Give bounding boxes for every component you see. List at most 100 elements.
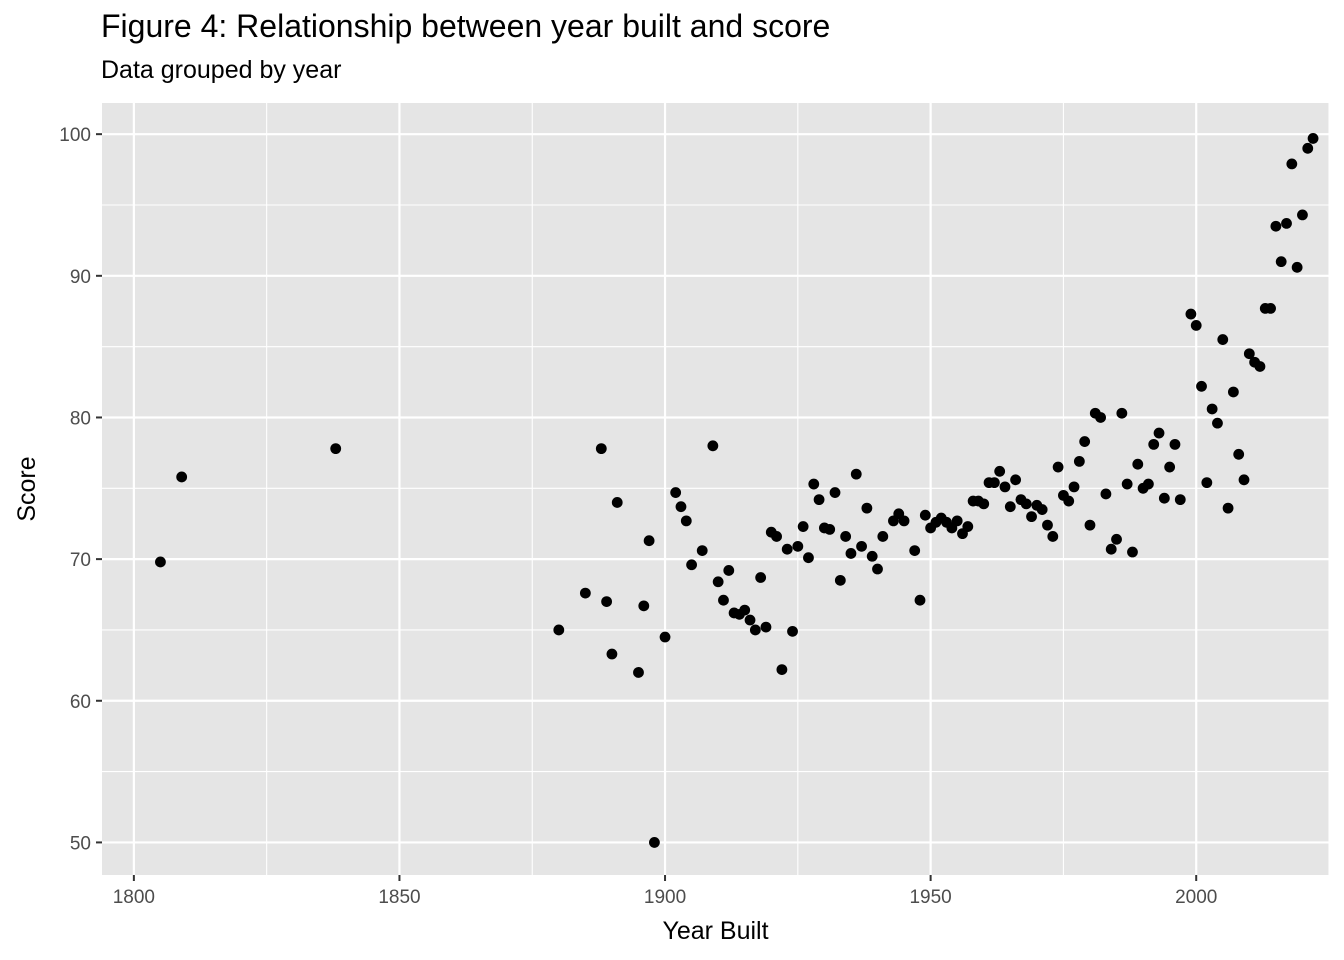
data-point	[840, 531, 852, 542]
data-point	[553, 624, 565, 636]
data-point	[638, 600, 650, 612]
data-point	[155, 556, 166, 568]
data-point	[739, 604, 751, 616]
data-point	[1286, 158, 1298, 170]
y-axis-tick-labels: 50 60 70 80 90 100	[59, 125, 91, 854]
data-point	[1084, 519, 1096, 531]
data-point	[1238, 474, 1250, 486]
data-point	[1217, 334, 1229, 345]
data-point	[1190, 319, 1202, 331]
data-point	[1169, 438, 1181, 450]
data-point	[1010, 474, 1022, 486]
x-tick-label: 1900	[644, 887, 686, 908]
data-point	[994, 465, 1006, 477]
minor-gridlines	[102, 103, 1330, 875]
data-point	[755, 572, 767, 583]
data-point	[749, 624, 761, 636]
data-point	[670, 487, 682, 498]
data-point	[1222, 502, 1234, 514]
data-point	[1227, 386, 1239, 398]
data-point	[611, 497, 623, 508]
data-point	[1073, 455, 1085, 467]
data-point	[919, 509, 931, 521]
data-point	[1116, 407, 1128, 419]
data-point	[1100, 488, 1112, 500]
data-point	[792, 540, 804, 552]
data-point	[723, 565, 735, 576]
y-tick-label: 80	[70, 408, 91, 429]
data-point	[808, 478, 820, 490]
data-point	[1281, 218, 1292, 229]
data-point	[579, 587, 591, 599]
data-point	[1297, 209, 1308, 221]
data-point	[1143, 478, 1154, 490]
data-point	[1212, 417, 1223, 429]
data-point	[1148, 438, 1160, 450]
data-point	[988, 477, 1000, 489]
data-point	[1111, 533, 1122, 545]
data-point	[850, 468, 862, 480]
data-point	[834, 574, 846, 586]
data-point	[1127, 546, 1138, 558]
data-point	[1158, 492, 1170, 504]
data-point	[1047, 531, 1059, 542]
data-point	[1275, 256, 1287, 268]
x-tick-label: 2000	[1175, 887, 1217, 908]
data-point	[744, 614, 756, 626]
data-point	[797, 521, 809, 532]
data-point	[824, 523, 836, 535]
x-tick-label: 1950	[909, 887, 951, 908]
chart-subtitle: Data grouped by year	[101, 56, 342, 84]
chart-title: Figure 4: Relationship between year buil…	[101, 8, 831, 44]
data-point	[978, 498, 990, 510]
data-point	[633, 667, 644, 678]
data-point	[1206, 403, 1218, 415]
data-point	[771, 531, 782, 542]
data-point	[781, 543, 793, 555]
data-point	[1121, 478, 1133, 490]
data-point	[1270, 220, 1282, 232]
data-point	[1042, 519, 1053, 531]
data-point	[909, 545, 921, 557]
x-tick-label: 1850	[378, 887, 420, 908]
data-point	[1201, 477, 1213, 489]
y-axis-title: Score	[13, 456, 41, 521]
data-point	[1164, 461, 1176, 473]
data-point	[1254, 361, 1266, 372]
y-tick-label: 90	[70, 267, 91, 288]
data-point	[999, 481, 1011, 493]
data-point	[898, 515, 910, 527]
data-point	[1132, 458, 1144, 470]
data-point	[760, 621, 772, 633]
data-point	[696, 545, 708, 557]
data-point	[1004, 501, 1016, 513]
axis-ticks	[96, 133, 1198, 881]
data-point	[872, 563, 883, 575]
data-points	[155, 133, 1319, 848]
data-point	[1243, 348, 1255, 360]
data-point	[803, 552, 814, 564]
data-point	[1196, 380, 1207, 392]
y-tick-label: 100	[59, 125, 91, 146]
data-point	[675, 501, 687, 513]
data-point	[962, 521, 974, 532]
data-point	[1052, 461, 1064, 473]
data-point	[1063, 495, 1075, 507]
major-gridlines	[102, 103, 1329, 875]
data-point	[1026, 511, 1037, 523]
y-tick-label: 50	[70, 833, 91, 854]
data-point	[649, 837, 660, 848]
data-point	[1068, 481, 1080, 493]
data-point	[1265, 302, 1276, 314]
data-point	[914, 594, 926, 606]
data-point	[601, 596, 613, 608]
data-point	[813, 494, 825, 506]
data-point	[1302, 142, 1314, 154]
y-tick-label: 70	[70, 550, 91, 571]
data-point	[1105, 543, 1117, 555]
data-point	[1095, 412, 1106, 423]
data-point	[856, 540, 867, 552]
x-axis-tick-labels: 1800 1850 1900 1950 2000	[113, 887, 1218, 908]
data-point	[1020, 498, 1032, 510]
